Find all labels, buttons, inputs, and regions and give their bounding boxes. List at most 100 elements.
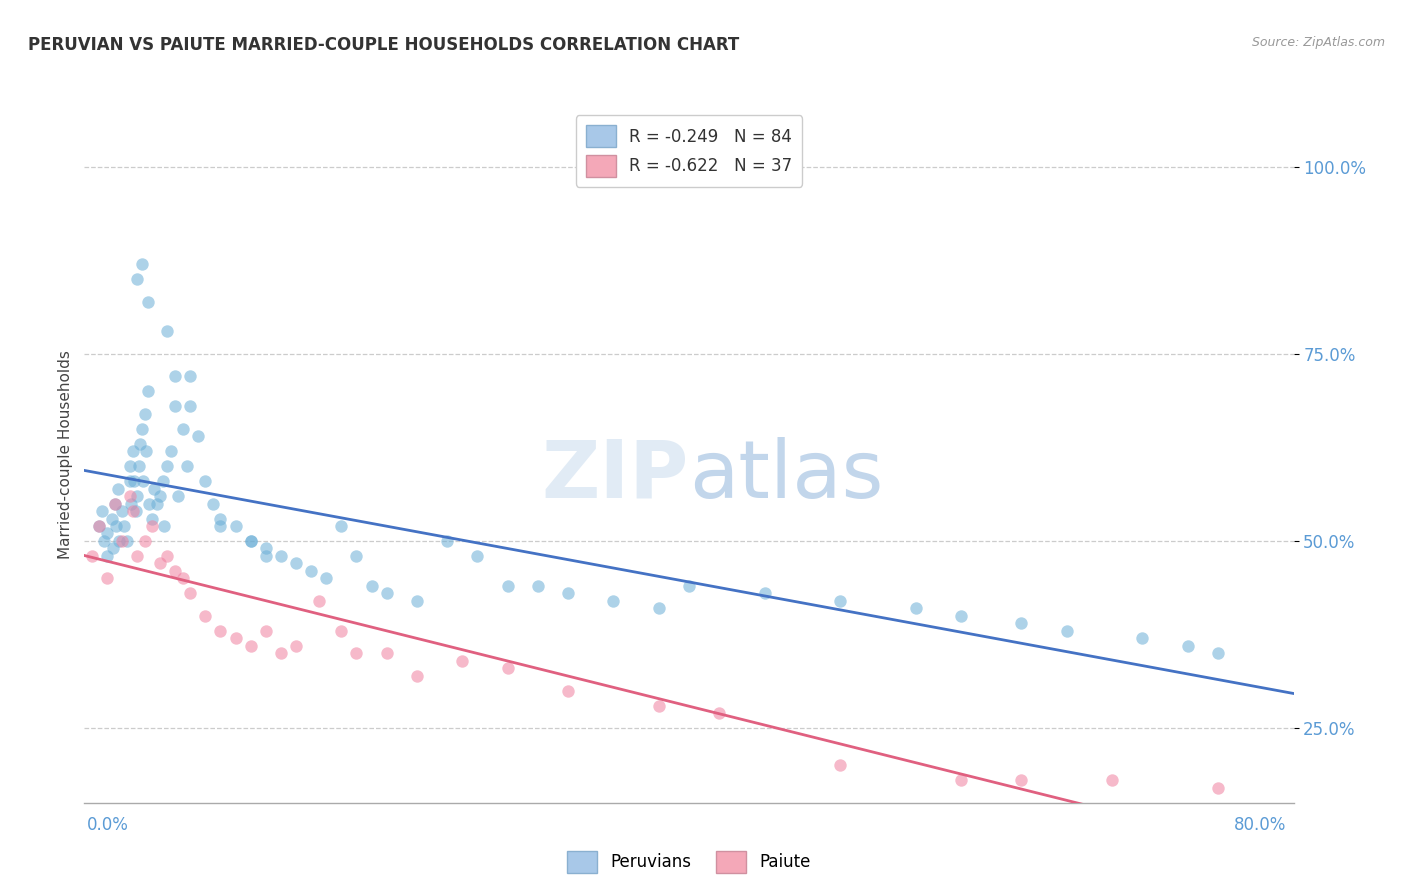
Point	[115, 533, 138, 548]
Point	[176, 459, 198, 474]
Point	[239, 533, 262, 548]
Point	[254, 549, 277, 563]
Point	[1101, 773, 1123, 788]
Point	[136, 384, 159, 399]
Point	[315, 571, 337, 585]
Point	[1011, 616, 1033, 631]
Point	[101, 541, 124, 556]
Point	[131, 257, 153, 271]
Point	[346, 646, 368, 660]
Point	[187, 429, 209, 443]
Point	[375, 586, 398, 600]
Point	[100, 511, 122, 525]
Point	[950, 773, 973, 788]
Point	[375, 646, 398, 660]
Point	[201, 497, 224, 511]
Point	[127, 549, 149, 563]
Point	[127, 272, 149, 286]
Text: 80.0%: 80.0%	[1234, 816, 1286, 834]
Point	[239, 533, 262, 548]
Point	[138, 497, 160, 511]
Point	[111, 533, 134, 548]
Point	[754, 586, 776, 600]
Point	[194, 608, 217, 623]
Point	[129, 436, 152, 450]
Point	[104, 497, 127, 511]
Point	[1206, 780, 1229, 795]
Point	[141, 519, 163, 533]
Point	[346, 549, 368, 563]
Point	[107, 482, 129, 496]
Point	[602, 594, 624, 608]
Point	[149, 557, 172, 571]
Point	[179, 586, 201, 600]
Point	[108, 533, 131, 548]
Point	[451, 654, 474, 668]
Point	[122, 474, 145, 488]
Point	[467, 549, 489, 563]
Point	[96, 549, 118, 563]
Point	[360, 579, 382, 593]
Point	[1177, 639, 1199, 653]
Text: ZIP: ZIP	[541, 437, 689, 515]
Text: atlas: atlas	[689, 437, 883, 515]
Point	[142, 482, 165, 496]
Point	[239, 639, 262, 653]
Point	[152, 474, 174, 488]
Point	[648, 601, 671, 615]
Point	[165, 564, 187, 578]
Point	[209, 511, 232, 525]
Point	[118, 489, 141, 503]
Point	[120, 497, 142, 511]
Point	[156, 549, 179, 563]
Point	[156, 325, 179, 339]
Point	[557, 683, 579, 698]
Point	[159, 444, 181, 458]
Point	[709, 706, 731, 720]
Point	[121, 504, 143, 518]
Point	[330, 624, 353, 638]
Point	[131, 422, 153, 436]
Point	[165, 369, 187, 384]
Text: PERUVIAN VS PAIUTE MARRIED-COUPLE HOUSEHOLDS CORRELATION CHART: PERUVIAN VS PAIUTE MARRIED-COUPLE HOUSEH…	[28, 36, 740, 54]
Point	[91, 504, 114, 518]
Point	[167, 489, 190, 503]
Point	[1011, 773, 1033, 788]
Point	[1206, 646, 1229, 660]
Point	[254, 541, 277, 556]
Point	[96, 526, 118, 541]
Point	[165, 399, 187, 413]
Point	[179, 399, 201, 413]
Point	[153, 519, 176, 533]
Point	[89, 519, 111, 533]
Point	[172, 422, 194, 436]
Point	[156, 459, 179, 474]
Point	[80, 549, 103, 563]
Point	[406, 594, 429, 608]
Point	[950, 608, 973, 623]
Point	[134, 407, 156, 421]
Point	[330, 519, 353, 533]
Point	[125, 504, 148, 518]
Point	[135, 444, 157, 458]
Point	[128, 459, 150, 474]
Point	[118, 459, 141, 474]
Point	[172, 571, 194, 585]
Point	[225, 519, 247, 533]
Point	[105, 519, 128, 533]
Point	[209, 519, 232, 533]
Y-axis label: Married-couple Households: Married-couple Households	[58, 351, 73, 559]
Point	[104, 497, 127, 511]
Point	[149, 489, 172, 503]
Point	[1132, 631, 1154, 645]
Point	[285, 557, 308, 571]
Point	[146, 497, 169, 511]
Point	[648, 698, 671, 713]
Point	[830, 594, 852, 608]
Text: Source: ZipAtlas.com: Source: ZipAtlas.com	[1251, 36, 1385, 49]
Point	[194, 474, 217, 488]
Point	[496, 579, 519, 593]
Point	[89, 519, 111, 533]
Point	[132, 474, 155, 488]
Point	[118, 474, 141, 488]
